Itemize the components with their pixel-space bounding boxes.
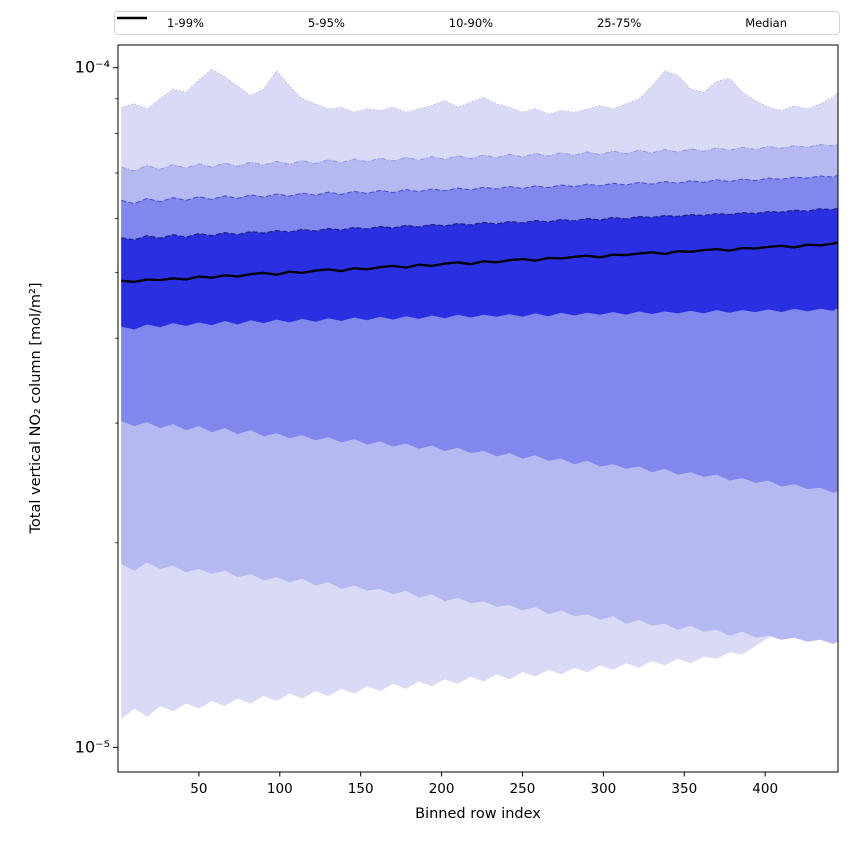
legend-entry-5-95-: 5-95% [117,16,345,30]
legend: 1-99% 5-95% 10-90% 25-75% Median [114,11,840,35]
x-tick-label: 150 [348,781,374,797]
axes-layer: 50 100 150 200 250 300 350 400 [113,44,839,797]
legend-entry-1-99-: 1-99% [117,16,204,30]
x-tick-label: 50 [190,781,207,797]
median-line [121,241,839,284]
legend-label: 1-99% [166,16,204,30]
legend-entry-10-90-: 10-90% [117,16,494,30]
legend-entry-25-75-: 25-75% [117,16,642,30]
x-tick-label: 200 [429,781,455,797]
plot-frame [117,44,839,773]
legend-line-sample [117,16,147,20]
x-tick-label: 300 [591,781,617,797]
bands-layer [121,68,839,720]
legend-label: Median [745,16,788,30]
legend-label: 10-90% [448,16,494,30]
legend-label: 25-75% [596,16,642,30]
percentile-line-p90 [121,174,839,205]
legend-entry-median: Median [117,16,788,30]
y-tick-label-bottom: 10⁻⁵ [75,737,110,756]
x-tick-label: 350 [671,781,697,797]
percentile-line-p99 [121,68,839,115]
x-tick-label: 100 [267,781,293,797]
legend-label: 5-95% [307,16,345,30]
percentile-line-p95 [121,143,839,172]
x-tick-label: 400 [752,781,778,797]
percentile-line-p75 [121,206,839,241]
y-tick-label-top: 10⁻⁴ [75,58,110,77]
y-axis-title: Total vertical NO₂ column [mol/m²] [28,283,44,535]
x-axis-title: Binned row index [415,806,541,822]
x-tick-label: 250 [510,781,536,797]
band-25-75 [121,207,838,330]
